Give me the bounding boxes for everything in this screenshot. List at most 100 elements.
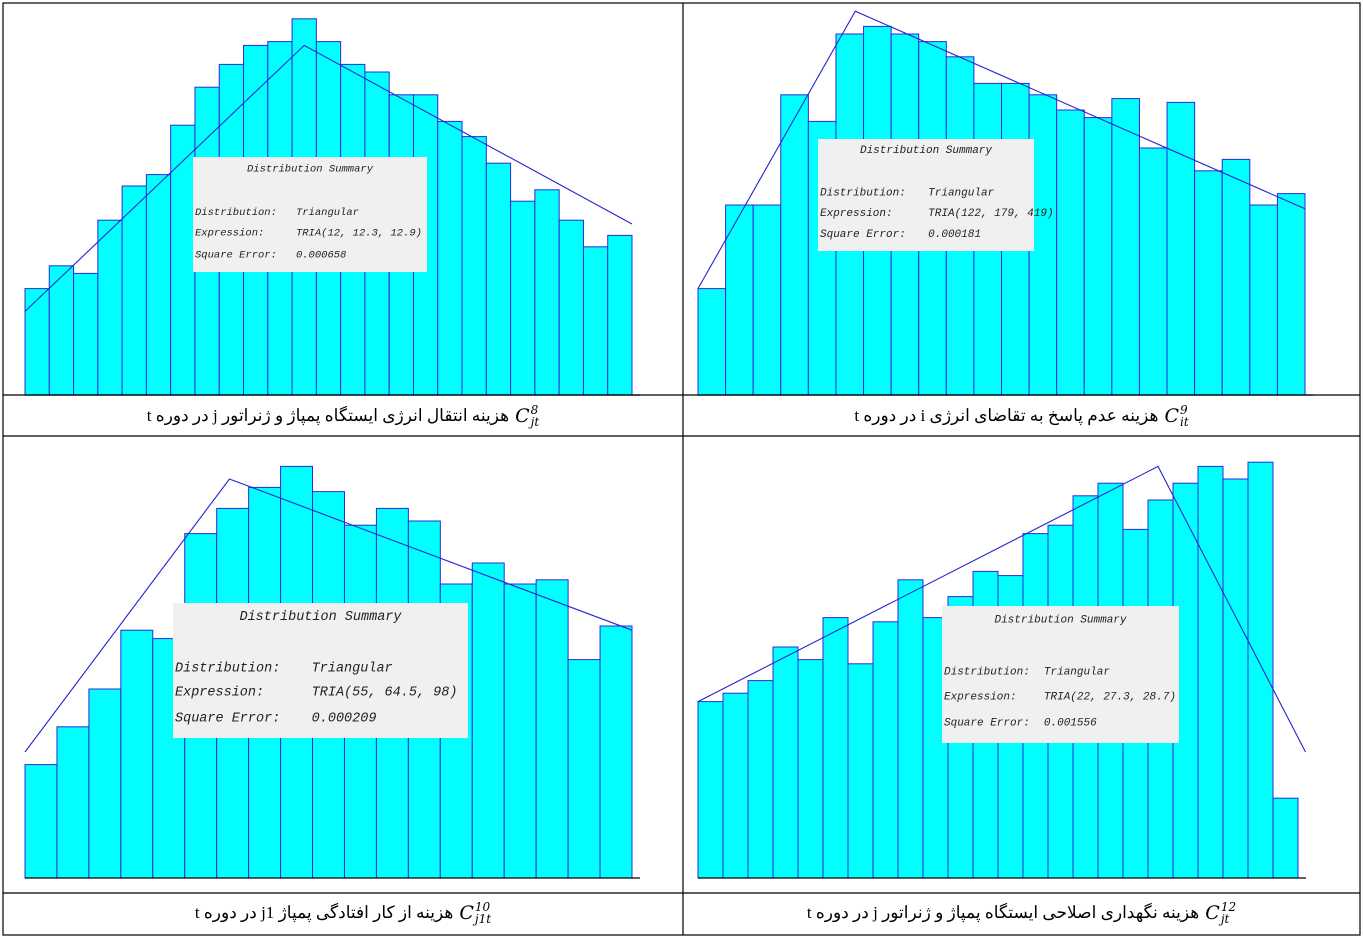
bar <box>1222 478 1249 879</box>
subscript: it <box>1179 415 1189 429</box>
summary-label: Distribution: <box>195 207 277 219</box>
caption: C 10 j1t هزینه از کار افتادگی پمپاژ j1 در د… <box>3 893 683 933</box>
indices: 12 jt <box>1221 901 1236 925</box>
caption-symbol: C 8 jt <box>515 404 539 428</box>
bar <box>725 204 754 396</box>
summary-box <box>193 157 427 272</box>
summary-value: TRIA(122, 179, 419) <box>928 208 1053 220</box>
summary-value: 0.000209 <box>312 711 377 726</box>
bar <box>567 659 601 879</box>
indices: 8 jt <box>531 404 540 428</box>
distribution-summary: Distribution Summary Distribution: Triangu… <box>818 139 1054 251</box>
bar <box>145 174 172 396</box>
symbol: C <box>515 405 530 427</box>
bar <box>24 288 50 396</box>
caption: C 12 jt هزینه نگهداری اصلاحی ایستگاه پمپاژ … <box>683 893 1360 933</box>
bar <box>461 136 487 396</box>
summary-label: Distribution: <box>175 661 280 676</box>
bar <box>88 688 122 879</box>
bar <box>503 583 537 879</box>
bar <box>697 701 724 879</box>
fit-line <box>697 465 1306 753</box>
summary-label: Square Error: <box>820 229 906 241</box>
summary-value: 0.001556 <box>1044 717 1097 729</box>
bar <box>1272 797 1299 879</box>
bar <box>780 94 809 396</box>
bar <box>772 646 799 879</box>
bar <box>607 234 633 396</box>
fit-line <box>24 478 633 753</box>
superscript: 12 <box>1220 900 1237 914</box>
summary-title: Distribution Summary <box>247 163 374 175</box>
summary-value: TRIA(12, 12.3, 12.9) <box>296 228 422 240</box>
bar <box>24 764 58 879</box>
summary-label: Expression: <box>195 228 264 240</box>
summary-value: Triangular <box>1044 667 1110 679</box>
bar <box>1166 101 1196 396</box>
caption-text: هزینه انتقال انرژی ایستگاه پمپاژ و ژنرات… <box>146 406 510 425</box>
indices: 9 it <box>1180 404 1189 428</box>
caption-symbol: C 10 j1t <box>459 901 491 925</box>
bar <box>558 219 584 396</box>
caption: C 8 jt هزینه انتقال انرژی ایستگاه پمپاژ و ژ… <box>3 396 683 436</box>
symbol: C <box>1164 405 1179 427</box>
symbol: C <box>1205 902 1220 924</box>
bar <box>747 680 774 879</box>
bar <box>120 629 154 879</box>
bar <box>97 219 123 396</box>
bar <box>471 562 505 879</box>
bar <box>1083 117 1113 396</box>
bar <box>1197 465 1224 879</box>
summary-title: Distribution Summary <box>994 615 1126 627</box>
caption-symbol: C 9 it <box>1164 404 1188 428</box>
bar <box>1247 461 1274 879</box>
bar <box>73 272 99 396</box>
bar <box>1249 204 1278 396</box>
summary-value: 0.000658 <box>296 250 346 262</box>
bar <box>582 246 609 396</box>
summary-value: Triangular <box>928 188 994 200</box>
subscript: jt <box>1220 912 1230 926</box>
caption-text: هزینه از کار افتادگی پمپاژ j1 در دوره t <box>194 903 454 922</box>
summary-value: Triangular <box>312 661 393 676</box>
bar <box>797 659 824 879</box>
caption: C 9 it هزینه عدم پاسخ به تقاضای انرژی i در … <box>683 396 1360 436</box>
superscript: 9 <box>1179 403 1188 417</box>
bar <box>847 663 874 879</box>
bar <box>697 288 727 396</box>
bar <box>1194 170 1223 396</box>
superscript: 10 <box>474 900 491 914</box>
bar <box>170 124 196 396</box>
summary-label: Distribution: <box>944 667 1030 679</box>
summary-value: TRIA(22, 27.3, 28.7) <box>1044 691 1176 703</box>
bar <box>752 204 782 396</box>
bar <box>437 120 463 396</box>
summary-label: Square Error: <box>195 250 277 262</box>
caption-text: هزینه نگهداری اصلاحی ایستگاه پمپاژ و ژنر… <box>806 903 1200 922</box>
bar <box>722 692 749 879</box>
bar <box>510 200 536 396</box>
summary-box <box>942 606 1179 743</box>
bar <box>872 621 899 879</box>
subscript: j1t <box>474 912 492 926</box>
bar <box>1056 109 1085 396</box>
summary-title: Distribution Summary <box>239 610 402 625</box>
symbol: C <box>459 902 474 924</box>
summary-label: Square Error: <box>944 717 1030 729</box>
subscript: jt <box>530 415 540 429</box>
distribution-summary: Distribution Summary Distribution: Triangu… <box>942 606 1179 743</box>
bar <box>822 617 849 879</box>
summary-box <box>818 139 1034 251</box>
fit-line <box>24 44 633 312</box>
summary-label: Expression: <box>944 691 1017 703</box>
summary-label: Expression: <box>175 686 264 701</box>
summary-value: 0.000181 <box>928 229 981 241</box>
bar <box>1138 147 1168 396</box>
bar <box>485 162 512 396</box>
fit-line <box>697 10 1306 289</box>
bar <box>121 185 147 396</box>
